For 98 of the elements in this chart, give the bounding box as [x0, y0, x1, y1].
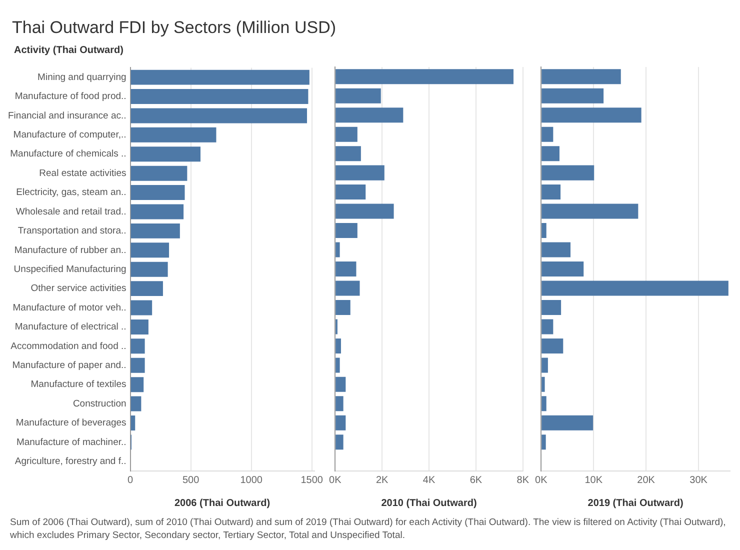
- bar: [130, 338, 145, 354]
- bar: [130, 127, 216, 142]
- bar: [336, 126, 358, 142]
- x-tick-label: 20K: [637, 474, 656, 486]
- bar: [336, 261, 356, 277]
- bar: [542, 376, 545, 392]
- y-tick-label: Manufacture of computer,..: [13, 130, 126, 141]
- chart-title: Thai Outward FDI by Sectors (Million USD): [12, 18, 336, 38]
- bar: [542, 165, 594, 180]
- bar: [542, 204, 638, 219]
- y-tick-label: Manufacture of motor veh..: [12, 302, 126, 314]
- bar: [336, 415, 346, 430]
- x-tick-label: 1000: [240, 474, 263, 486]
- x-tick-label: 6K: [470, 474, 482, 486]
- y-tick-label: Electricity, gas, steam an..: [16, 187, 126, 198]
- bar: [542, 69, 621, 84]
- x-axis-title: 2019 (Thai Outward): [588, 498, 684, 509]
- x-tick-label: 0: [128, 474, 134, 486]
- y-axis-title: Activity (Thai Outward): [14, 45, 124, 56]
- x-tick-label: 30K: [690, 474, 708, 486]
- x-tick-label: 1500: [300, 474, 324, 486]
- bar: [336, 358, 340, 373]
- bar: [130, 416, 136, 430]
- bar: [542, 300, 562, 315]
- bar: [336, 434, 344, 450]
- bar: [130, 242, 170, 258]
- bar: [542, 415, 594, 430]
- bar: [542, 358, 548, 373]
- x-tick-label: 500: [182, 474, 200, 486]
- y-tick-label: Manufacture of rubber an..: [14, 244, 126, 256]
- y-tick-label: Manufacture of machiner..: [16, 436, 126, 448]
- y-tick-label: Manufacture of paper and..: [12, 360, 126, 371]
- bar: [336, 204, 394, 219]
- bar: [542, 223, 546, 238]
- bar: [130, 204, 184, 220]
- bar: [130, 396, 142, 412]
- y-tick-label: Real estate activities: [39, 168, 127, 179]
- text: Sum of 2006 (Thai Outward), sum of 2010 (Thai Outward) and sum of 2019 (Thai Outward) for each Activity (Thai Outward). The view is filtered on Activity (Thai Outward), which excludes Primary Sector, Secondary sector, Tertiary Sector, Total and Unspecified Total.: [10, 516, 727, 542]
- y-tick-label: Unspecified Manufacturing: [14, 264, 126, 275]
- y-tick-label: Agriculture, forestry and f..: [14, 456, 126, 468]
- x-tick-label: 0K: [329, 474, 342, 486]
- bar: [336, 108, 404, 123]
- x-tick-label: 2K: [376, 474, 388, 486]
- y-tick-label: Financial and insurance ac..: [8, 110, 126, 122]
- bar: [542, 261, 584, 277]
- x-axis-title: 2006 (Thai Outward): [174, 498, 270, 509]
- bar: [542, 338, 564, 354]
- bar: [130, 262, 168, 277]
- bar: [336, 69, 514, 84]
- bar: [130, 300, 152, 316]
- bar: [130, 358, 145, 373]
- bar: [336, 242, 340, 258]
- bar: [130, 146, 200, 162]
- bar: [130, 377, 144, 392]
- bar: [130, 108, 308, 124]
- x-tick-label: 4K: [422, 474, 436, 486]
- bar: [336, 280, 360, 296]
- bar: [542, 280, 728, 296]
- bar: [130, 223, 180, 238]
- x-tick-label: 8K: [516, 474, 530, 486]
- y-tick-label: Manufacture of textiles: [30, 379, 127, 390]
- bar: [336, 165, 384, 180]
- bar: [542, 126, 554, 142]
- bar: [336, 300, 350, 315]
- y-tick-label: Construction: [72, 398, 126, 410]
- bar: [336, 223, 358, 238]
- bar: [130, 70, 310, 85]
- bar: [336, 88, 381, 104]
- x-tick-label: 0K: [535, 474, 548, 486]
- bar: [130, 166, 188, 181]
- bar: [130, 185, 185, 200]
- bar: [336, 376, 346, 392]
- bar: [130, 281, 163, 296]
- bar: [336, 146, 361, 162]
- bar: [542, 434, 546, 450]
- bar: [336, 338, 341, 354]
- bar: [542, 88, 604, 104]
- y-tick-label: Manufacture of chemicals ..: [10, 148, 126, 160]
- y-tick-label: Wholesale and retail trad..: [16, 206, 126, 218]
- bar: [542, 319, 554, 334]
- bar: [336, 396, 344, 412]
- bar: [130, 319, 148, 334]
- x-tick-label: 10K: [584, 474, 603, 486]
- y-tick-label: Accommodation and food ..: [10, 340, 126, 352]
- bar: [336, 184, 366, 200]
- bar: [542, 108, 642, 123]
- y-tick-label: Mining and quarrying: [38, 72, 126, 83]
- x-axis-title: 2010 (Thai Outward): [381, 498, 477, 509]
- bar: [542, 146, 560, 162]
- bar: [542, 242, 570, 258]
- bar: [130, 89, 308, 104]
- bar: [542, 396, 546, 412]
- y-tick-label: Manufacture of beverages: [16, 418, 127, 429]
- bar: [542, 184, 561, 200]
- y-tick-label: Manufacture of food prod..: [14, 91, 126, 102]
- y-tick-label: Manufacture of electrical ..: [14, 322, 126, 333]
- y-tick-label: Transportation and stora..: [18, 226, 126, 237]
- y-tick-label: Other service activities: [30, 283, 127, 294]
